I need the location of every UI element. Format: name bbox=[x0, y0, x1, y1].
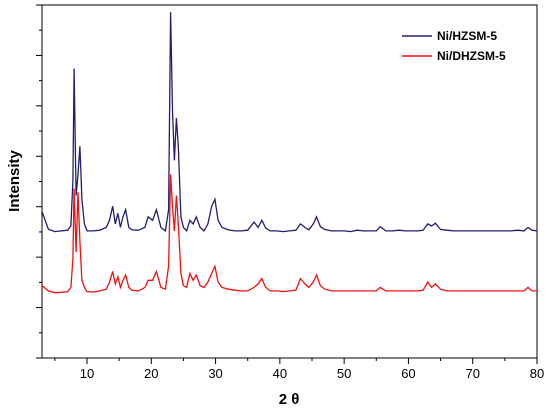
legend: Ni/HZSM-5 Ni/DHZSM-5 bbox=[402, 29, 506, 63]
plot-area: 10 20 30 40 50 60 70 80 bbox=[36, 4, 544, 381]
legend-label-ni-hzsm5: Ni/HZSM-5 bbox=[437, 29, 497, 43]
x-tick-label: 30 bbox=[208, 366, 222, 381]
x-tick-label: 70 bbox=[465, 366, 479, 381]
x-tick-label: 20 bbox=[144, 366, 158, 381]
x-axis-ticks: 10 20 30 40 50 60 70 80 bbox=[54, 358, 544, 381]
series-line-ni-hzsm5 bbox=[41, 12, 538, 233]
x-tick-label: 10 bbox=[80, 366, 94, 381]
y-axis-ticks bbox=[36, 4, 42, 359]
x-tick-label: 80 bbox=[530, 366, 544, 381]
x-tick-label: 40 bbox=[273, 366, 287, 381]
x-axis-title: 2 θ bbox=[279, 391, 300, 408]
x-tick-label: 50 bbox=[337, 366, 351, 381]
x-tick-label: 60 bbox=[401, 366, 415, 381]
y-axis-title: Intensity bbox=[6, 150, 23, 212]
series-line-ni-dhzsm5 bbox=[41, 174, 537, 294]
legend-label-ni-dhzsm5: Ni/DHZSM-5 bbox=[437, 49, 506, 63]
